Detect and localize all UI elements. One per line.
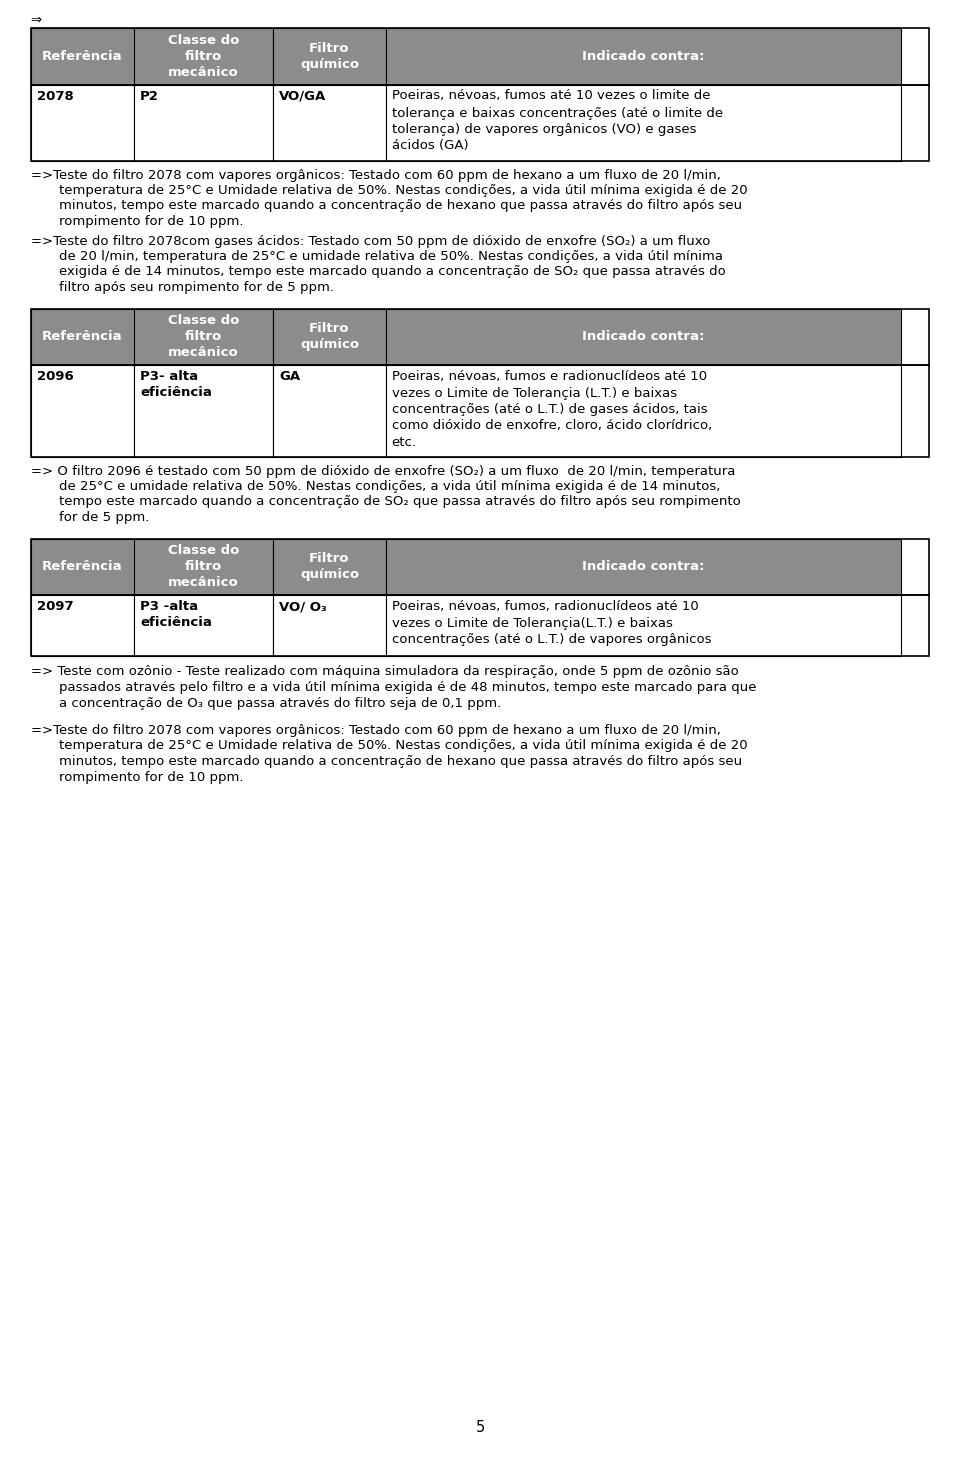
Bar (386, 595, 900, 655)
Text: Classe do
filtro
mecânico: Classe do filtro mecânico (168, 34, 239, 79)
Text: Referência: Referência (42, 330, 123, 343)
Text: rompimento for de 10 ppm.: rompimento for de 10 ppm. (59, 771, 243, 783)
Bar (134, 595, 274, 655)
Text: Referência: Referência (42, 50, 123, 63)
Text: =>Teste do filtro 2078 com vapores orgânicos: Testado com 60 ppm de hexano a um : =>Teste do filtro 2078 com vapores orgân… (31, 724, 721, 737)
Text: tempo este marcado quando a concentração de SO₂ que passa através do filtro ap: tempo este marcado quando a concentraça… (59, 496, 740, 509)
Text: ⇒: ⇒ (31, 15, 42, 26)
Bar (31, 28, 134, 85)
Bar (274, 308, 386, 365)
Text: a concentração de O₃ que passa através do filtro seja de 0,1 ppm.: a concentração de O₃ que passa através… (59, 696, 501, 710)
Text: VO/ O₃: VO/ O₃ (279, 600, 327, 613)
Text: 2096: 2096 (36, 369, 74, 383)
Bar (274, 595, 386, 655)
Bar (134, 308, 274, 365)
Text: Indicado contra:: Indicado contra: (582, 560, 705, 573)
Text: 5: 5 (475, 1421, 485, 1435)
Text: =>Teste do filtro 2078com gases ácidos: Testado com 50 ppm de dióxido de enxofre: =>Teste do filtro 2078com gases ácidos: … (31, 235, 710, 248)
Bar (386, 308, 900, 365)
Text: temperatura de 25°C e Umidade relativa de 50%. Nestas condições, a vida útil m: temperatura de 25°C e Umidade relativa d… (59, 185, 747, 196)
Bar (31, 308, 929, 365)
Text: P2: P2 (140, 89, 159, 103)
Text: VO/GA: VO/GA (279, 89, 326, 103)
Bar (274, 28, 386, 85)
Text: => O filtro 2096 é testado com 50 ppm de dióxido de enxofre (SO₂) a um fluxo  de: => O filtro 2096 é testado com 50 ppm de… (31, 465, 735, 478)
Bar (274, 365, 386, 456)
Bar (134, 85, 274, 160)
Bar (134, 28, 274, 85)
Text: Filtro
químico: Filtro químico (300, 41, 359, 70)
Text: Classe do
filtro
mecânico: Classe do filtro mecânico (168, 544, 239, 589)
Text: for de 5 ppm.: for de 5 ppm. (59, 512, 149, 523)
Text: Referência: Referência (42, 560, 123, 573)
Bar (386, 28, 900, 85)
Text: filtro após seu rompimento for de 5 ppm.: filtro após seu rompimento for de 5 ppm. (59, 281, 334, 295)
Text: Classe do
filtro
mecânico: Classe do filtro mecânico (168, 314, 239, 359)
Bar (31, 85, 134, 160)
Bar (31, 595, 929, 655)
Text: Poeiras, névoas, fumos, radionuclídeos até 10
vezes o Limite de Tolerançia(L.T.: Poeiras, névoas, fumos, radionuclídeos a… (392, 600, 711, 647)
Text: P3 -alta
eficiência: P3 -alta eficiência (140, 600, 212, 629)
Text: minutos, tempo este marcado quando a concentração de hexano que passa através : minutos, tempo este marcado quando a con… (59, 755, 742, 768)
Text: Poeiras, névoas, fumos e radionuclídeos até 10
vezes o Limite de Tolerançia (L.: Poeiras, névoas, fumos e radionuclídeos … (392, 369, 712, 449)
Bar (31, 538, 134, 595)
Text: Filtro
químico: Filtro químico (300, 323, 359, 352)
Bar (386, 538, 900, 595)
Text: de 25°C e umidade relativa de 50%. Nestas condições, a vida útil mínima exigid: de 25°C e umidade relativa de 50%. Nesta… (59, 479, 720, 493)
Bar (386, 365, 900, 456)
Text: Poeiras, névoas, fumos até 10 vezes o limite de
tolerança e baixas concentraço: Poeiras, névoas, fumos até 10 vezes o li… (392, 89, 723, 152)
Text: rompimento for de 10 ppm.: rompimento for de 10 ppm. (59, 216, 243, 229)
Text: P3- alta
eficiência: P3- alta eficiência (140, 369, 212, 400)
Bar (31, 308, 134, 365)
Bar (386, 85, 900, 160)
Bar (31, 28, 929, 85)
Text: => Teste com ozônio - Teste realizado com máquina simuladora da respiração, on: => Teste com ozônio - Teste realizado co… (31, 666, 738, 679)
Text: Indicado contra:: Indicado contra: (582, 330, 705, 343)
Text: GA: GA (279, 369, 300, 383)
Bar (134, 365, 274, 456)
Text: exigida é de 14 minutos, tempo este marcado quando a concentração de SO₂ que p: exigida é de 14 minutos, tempo este marc… (59, 265, 726, 279)
Text: minutos, tempo este marcado quando a concentração de hexano que passa através : minutos, tempo este marcado quando a con… (59, 199, 742, 213)
Bar (31, 595, 134, 655)
Text: =>Teste do filtro 2078 com vapores orgânicos: Testado com 60 ppm de hexano a um : =>Teste do filtro 2078 com vapores orgân… (31, 169, 721, 182)
Text: Filtro
químico: Filtro químico (300, 553, 359, 581)
Bar (134, 538, 274, 595)
Bar (31, 365, 929, 456)
Bar (274, 85, 386, 160)
Bar (31, 85, 929, 160)
Text: 2097: 2097 (36, 600, 73, 613)
Bar (274, 538, 386, 595)
Text: de 20 l/min, temperatura de 25°C e umidade relativa de 50%. Nestas condições, : de 20 l/min, temperatura de 25°C e umida… (59, 251, 723, 262)
Bar (31, 538, 929, 595)
Text: passados através pelo filtro e a vida útil mínima exigida é de 48 minutos, tempo: passados através pelo filtro e a vida út… (59, 682, 756, 693)
Text: Indicado contra:: Indicado contra: (582, 50, 705, 63)
Text: temperatura de 25°C e Umidade relativa de 50%. Nestas condições, a vida útil m: temperatura de 25°C e Umidade relativa d… (59, 739, 747, 752)
Bar (31, 365, 134, 456)
Text: 2078: 2078 (36, 89, 74, 103)
